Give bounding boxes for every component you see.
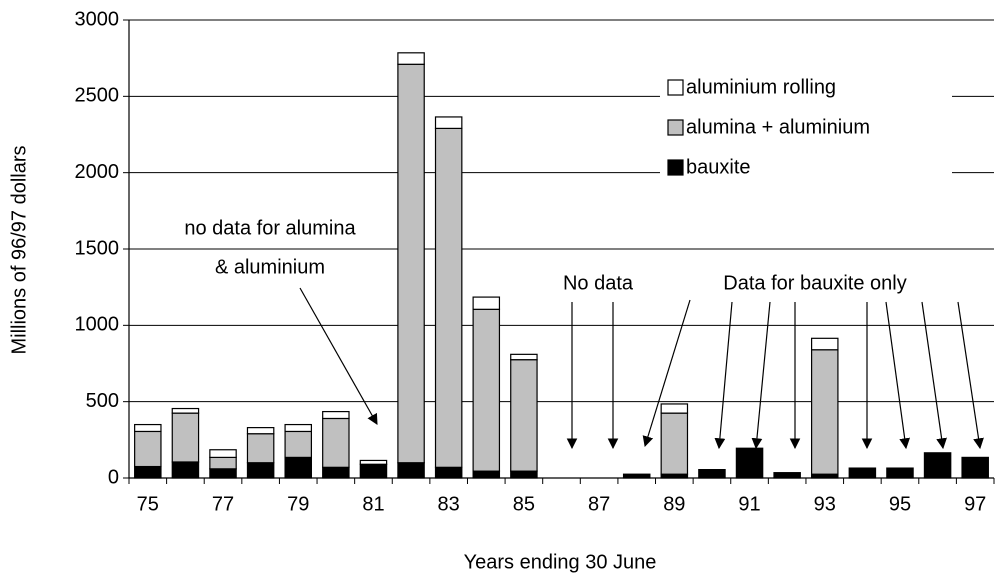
bar-segment — [810, 349, 839, 475]
bar-segment — [171, 407, 200, 414]
bar-segment — [397, 63, 425, 464]
x-tick-label: 83 — [438, 493, 460, 515]
annotation: No data — [563, 272, 634, 294]
bar-segment — [510, 353, 538, 361]
bar-segment — [284, 423, 313, 433]
bar-segment — [434, 127, 463, 468]
bar-segment — [322, 466, 350, 479]
bar-segment — [698, 469, 726, 479]
x-tick-label: 89 — [663, 493, 685, 515]
legend-swatch — [667, 79, 684, 96]
bar-segment — [622, 473, 651, 479]
bar-segment — [397, 52, 425, 65]
bar-segment — [359, 459, 388, 465]
legend-swatch — [667, 159, 684, 176]
y-tick-label: 1000 — [75, 314, 120, 336]
arrow — [642, 299, 691, 448]
annotation: no data for alumina — [184, 217, 356, 239]
bar-segment — [134, 430, 162, 468]
bar-segment — [810, 337, 839, 351]
arrow — [751, 301, 771, 450]
bar-segment — [322, 417, 350, 468]
bar-segment — [434, 466, 463, 479]
arrow — [957, 301, 984, 450]
y-tick-label: 3000 — [75, 8, 120, 30]
annotation: & aluminium — [215, 256, 325, 278]
y-axis-label: Millions of 96/97 dollars — [8, 146, 30, 355]
bar-segment — [134, 465, 162, 479]
bar-segment — [209, 456, 237, 470]
bar-segment — [848, 467, 877, 479]
legend-label: aluminium rolling — [686, 76, 836, 98]
x-tick-label: 75 — [137, 493, 159, 515]
bar-segment — [472, 308, 501, 472]
bar-segment — [510, 470, 538, 479]
bar-segment — [510, 359, 538, 472]
bar-segment — [134, 423, 162, 433]
legend-label: alumina + aluminium — [686, 116, 870, 138]
arrow — [299, 287, 378, 425]
x-tick-label: 79 — [287, 493, 309, 515]
legend-background — [660, 68, 952, 188]
x-axis-label: Years ending 30 June — [464, 551, 657, 573]
annotation: Data for bauxite only — [723, 272, 906, 294]
y-tick-label: 1500 — [75, 237, 120, 259]
y-tick-label: 0 — [108, 466, 119, 488]
bar-segment — [284, 430, 313, 458]
bar-segment — [209, 449, 237, 458]
legend-label: bauxite — [686, 156, 751, 178]
bar-segment — [246, 427, 275, 435]
bar-segment — [284, 456, 313, 479]
x-tick-label: 77 — [212, 493, 234, 515]
bar-segment — [209, 468, 237, 479]
bar-segment — [472, 296, 501, 310]
x-tick-label: 81 — [362, 493, 384, 515]
bar-segment — [923, 452, 952, 479]
y-tick-label: 2000 — [75, 161, 120, 183]
annotations: no data for alumina & aluminium No data … — [184, 217, 984, 450]
legend-swatch — [667, 119, 684, 136]
bar-segment — [660, 403, 689, 414]
bar-segment — [735, 447, 764, 479]
bar-segment — [246, 433, 275, 464]
x-tick-label: 87 — [588, 493, 610, 515]
arrow — [921, 301, 947, 450]
y-tick-label: 500 — [86, 390, 119, 412]
y-tick-label: 2500 — [75, 85, 120, 107]
bar-segment — [886, 467, 914, 479]
x-tick-label: 85 — [513, 493, 535, 515]
bar-segment — [961, 456, 989, 479]
x-tick-label: 97 — [964, 493, 986, 515]
bar-segment — [397, 462, 425, 479]
bar-segment — [472, 470, 501, 479]
bar-segment — [322, 410, 350, 420]
bar-segment — [171, 412, 200, 463]
bar-segment — [171, 461, 200, 479]
bar-segment — [246, 462, 275, 479]
arrow — [885, 301, 911, 450]
x-tick-label: 93 — [814, 493, 836, 515]
x-tick-label: 91 — [738, 493, 760, 515]
arrow — [714, 301, 733, 450]
x-tick-label: 95 — [889, 493, 911, 515]
bar-segment — [773, 472, 801, 479]
bar-segment — [434, 116, 463, 129]
bar-segment — [660, 412, 689, 475]
bar-segment — [359, 463, 388, 479]
